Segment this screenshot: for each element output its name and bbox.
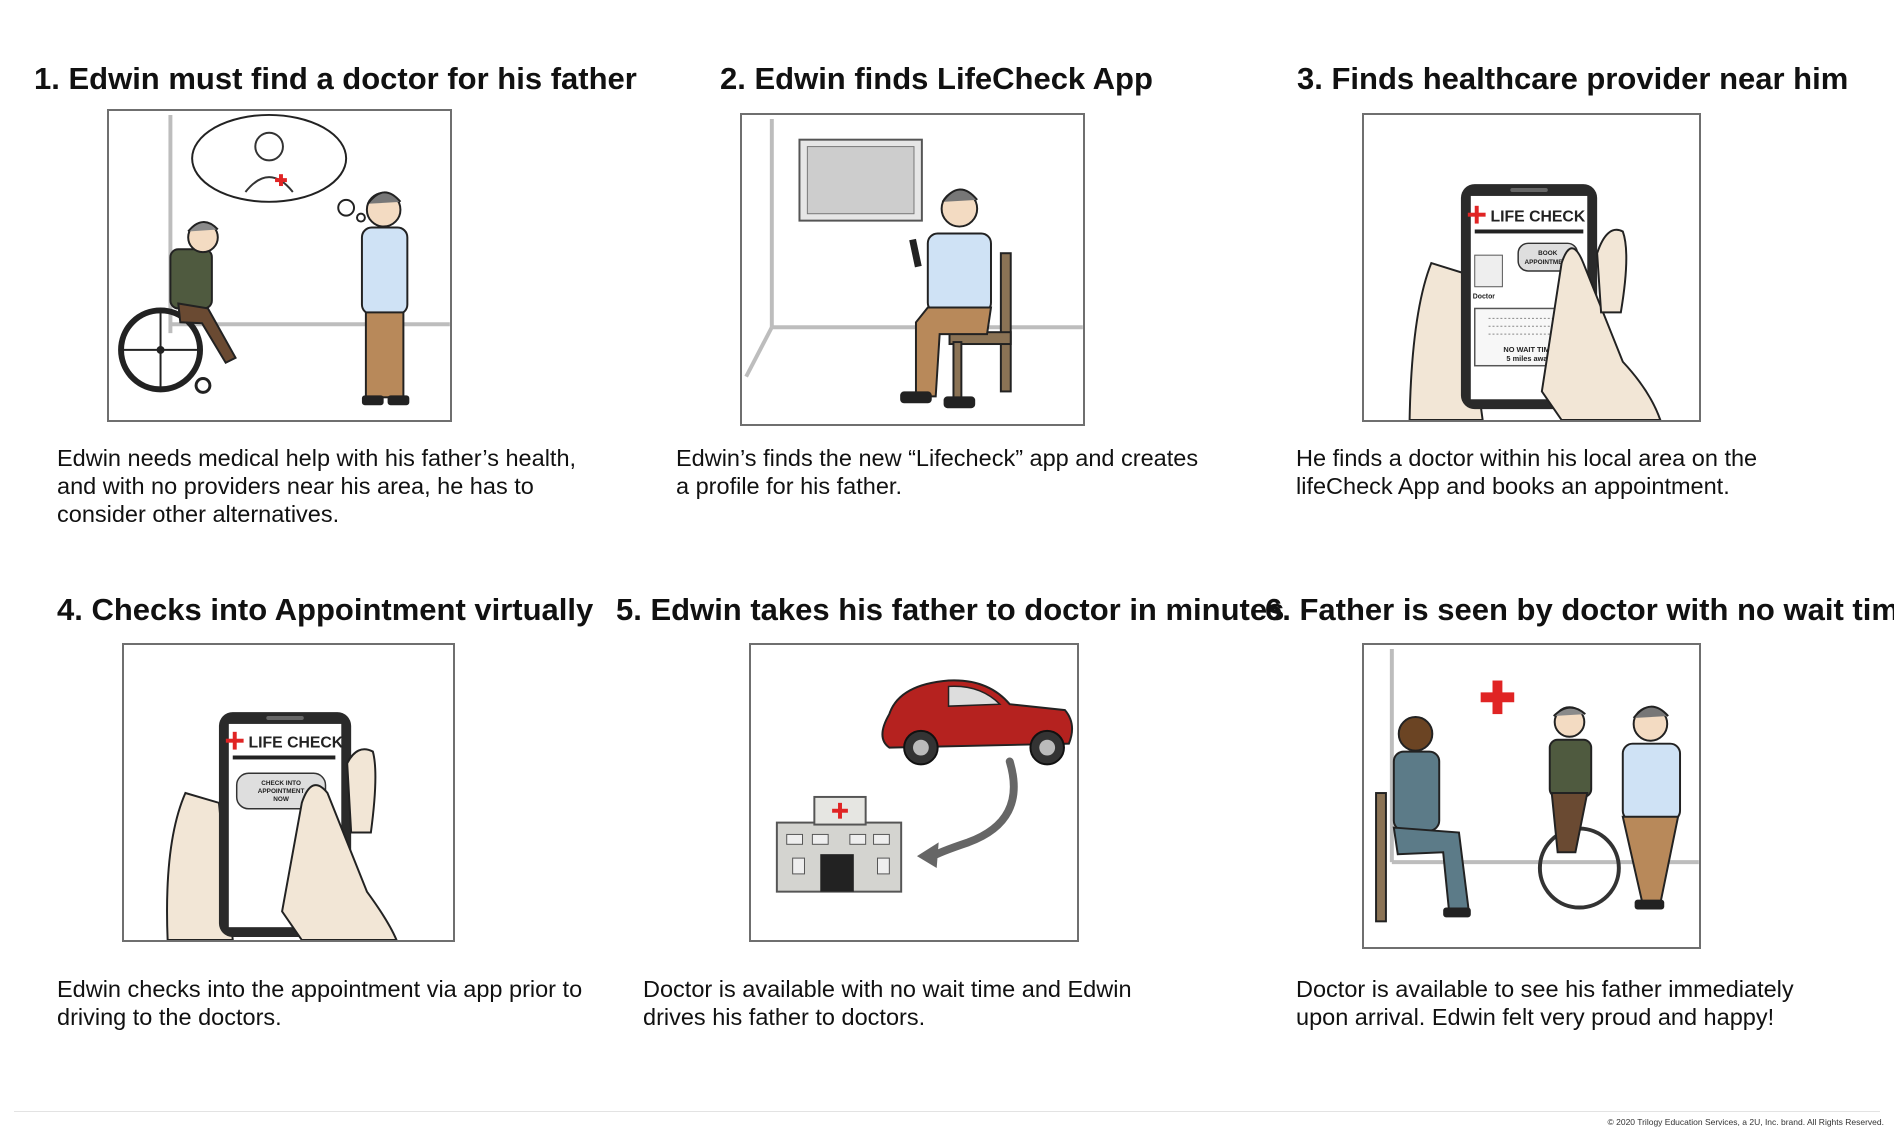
hospital-building-icon (775, 795, 903, 893)
doctor-label: Doctor (1473, 294, 1496, 301)
red-car-icon (881, 679, 1074, 766)
caption-line: He finds a doctor within his local area … (1296, 445, 1758, 471)
panel-6-illustration (1362, 643, 1701, 949)
panel-5-title: 5. Edwin takes his father to doctor in m… (616, 592, 1285, 627)
thought-bubble-icon (191, 113, 366, 223)
route-arrow-icon (924, 757, 1018, 863)
edwin-standing-icon (360, 191, 410, 406)
book-button-line-1: BOOK (1538, 250, 1558, 257)
status-line-1: NO WAIT TIME (1503, 345, 1554, 354)
caption-line: drives his father to doctors. (643, 1004, 926, 1030)
footer-divider (14, 1111, 1880, 1112)
caption-line: Edwin checks into the appointment via ap… (57, 976, 583, 1002)
caption-line: driving to the doctors. (57, 1004, 282, 1030)
copyright-notice: © 2020 Trilogy Education Services, a 2U,… (1607, 1117, 1884, 1127)
panel-4-title: 4. Checks into Appointment virtually (57, 592, 594, 627)
panel-3-title: 3. Finds healthcare provider near him (1297, 61, 1849, 96)
window-icon (798, 138, 923, 222)
caption-line: Doctor is available with no wait time an… (643, 976, 1132, 1002)
red-cross-icon (1480, 680, 1515, 715)
caption-line: lifeCheck App and books an appointment. (1296, 473, 1730, 499)
panel-3-caption: He finds a doctor within his local area … (1296, 444, 1856, 500)
panel-2-illustration (740, 113, 1085, 426)
status-line-2: 5 miles away (1506, 354, 1552, 363)
caption-line: upon arrival. Edwin felt very proud and … (1296, 1004, 1775, 1030)
pointing-hand-icon (1540, 247, 1662, 420)
chair-icon (948, 252, 1012, 403)
panel-2-caption: Edwin’s finds the new “Lifecheck” app an… (676, 444, 1236, 500)
caption-line: consider other alternatives. (57, 501, 340, 527)
panel-4-caption: Edwin checks into the appointment via ap… (57, 975, 617, 1031)
pointing-hand-icon (281, 784, 398, 940)
edwin-seated-with-phone-icon (900, 188, 993, 409)
checkin-button-line-3: NOW (273, 796, 290, 803)
father-in-wheelchair-icon (118, 221, 237, 394)
panel-6-title: 6. Father is seen by doctor with no wait… (1265, 592, 1894, 627)
phone-brand: LIFE CHECK (249, 735, 344, 752)
panel-1-caption: Edwin needs medical help with his father… (57, 444, 617, 528)
checkin-button-line-2: APPOINTMENT (258, 788, 305, 795)
caption-line: and with no providers near his area, he … (57, 473, 534, 499)
caption-line: Edwin needs medical help with his father… (57, 445, 577, 471)
checkin-button-line-1: CHECK INTO (261, 780, 301, 787)
panel-1-title: 1. Edwin must find a doctor for his fath… (34, 61, 637, 96)
caption-line: Edwin’s finds the new “Lifecheck” app an… (676, 445, 1199, 471)
panel-5-caption: Doctor is available with no wait time an… (643, 975, 1203, 1031)
panel-1-illustration (107, 109, 452, 422)
panel-2-title: 2. Edwin finds LifeCheck App (720, 61, 1153, 96)
panel-6-caption: Doctor is available to see his father im… (1296, 975, 1856, 1031)
caption-line: Doctor is available to see his father im… (1296, 976, 1794, 1002)
panel-5-illustration (749, 643, 1079, 942)
caption-line: a profile for his father. (676, 473, 902, 499)
panel-4-illustration: LIFE CHECK CHECK INTO APPOINTMENT NOW (122, 643, 455, 942)
book-button-line-2: APPOINTMENT (1524, 259, 1571, 266)
panel-3-illustration: LIFE CHECK Doctor BOOK APPOINTMENT NO WA… (1362, 113, 1701, 422)
edwin-seated-icon (1621, 705, 1682, 910)
phone-brand: LIFE CHECK (1491, 209, 1586, 226)
father-in-wheelchair-icon (1537, 706, 1621, 910)
doctor-seated-icon (1375, 716, 1471, 923)
